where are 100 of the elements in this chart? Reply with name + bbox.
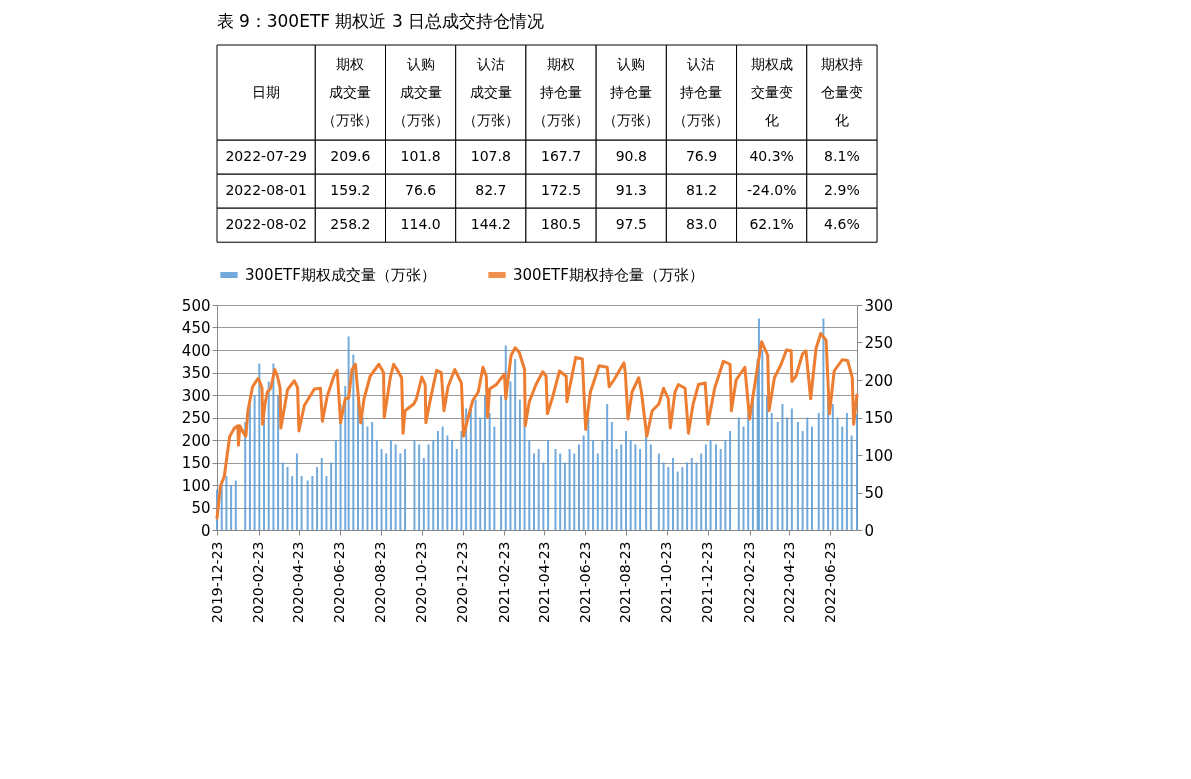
bar — [615, 449, 618, 530]
bar — [344, 386, 347, 530]
bar — [225, 476, 228, 530]
x-tick-label: 2021-02-23 — [495, 541, 512, 623]
text: 180.5 — [541, 216, 582, 233]
bar — [306, 480, 309, 530]
y-tick-label: 500 — [181, 296, 211, 315]
bar — [695, 462, 698, 530]
bar — [330, 462, 333, 530]
text: 209.6 — [330, 148, 371, 165]
bar — [281, 462, 284, 530]
y-tick-label: 0 — [200, 521, 211, 540]
bar — [518, 399, 521, 530]
bar — [320, 458, 323, 530]
legend-label: 300ETF期权成交量（万张） — [245, 266, 436, 284]
bar — [690, 458, 693, 530]
x-tick-label: 2022-02-23 — [741, 541, 758, 623]
y2-tick-label: 150 — [864, 409, 894, 427]
bar — [493, 426, 496, 530]
bar — [547, 440, 550, 530]
x-tick-label: 2020-08-23 — [372, 541, 389, 623]
y-tick-label: 250 — [181, 409, 211, 427]
bar — [649, 444, 652, 530]
bar — [311, 476, 314, 530]
bar — [573, 453, 576, 530]
bar — [375, 440, 378, 530]
text: 97.5 — [615, 216, 647, 233]
bar — [542, 462, 545, 530]
legend-label: 300ETF期权持仓量（万张） — [513, 266, 704, 284]
x-tick-label: 2019-12-23 — [208, 541, 225, 623]
bar — [766, 395, 769, 530]
bar — [714, 444, 717, 530]
text: 90.8 — [615, 148, 647, 165]
text: 8.1% — [824, 148, 860, 165]
text: 4.6% — [824, 216, 860, 233]
x-tick-label: 2020-10-23 — [413, 541, 430, 623]
bar — [460, 431, 463, 530]
bar — [483, 395, 486, 530]
text: 83.0 — [685, 216, 718, 233]
text: -24.0% — [746, 182, 797, 199]
bar — [757, 318, 760, 530]
bar — [700, 453, 703, 530]
text: 159.2 — [330, 182, 371, 199]
category-label: 认购成交量（万张） — [392, 55, 449, 128]
bar — [380, 449, 383, 530]
bar — [554, 449, 557, 530]
text: 2.9% — [824, 182, 860, 199]
bar — [418, 444, 421, 530]
bar — [427, 444, 430, 530]
bar — [850, 435, 853, 530]
bar — [272, 363, 275, 530]
bar — [806, 417, 809, 530]
bar — [291, 476, 294, 530]
text: 167.7 — [541, 148, 582, 165]
category-label: 期权持仓量（万张） — [533, 55, 590, 128]
bar — [389, 440, 392, 530]
bar — [509, 381, 512, 530]
x-tick-label: 2020-06-23 — [331, 541, 348, 623]
text: 62.1% — [749, 216, 794, 233]
bar — [742, 426, 745, 530]
bar — [366, 426, 369, 530]
x-tick-label: 2020-02-23 — [250, 541, 267, 623]
bar — [817, 413, 820, 530]
bar — [601, 440, 604, 530]
bar — [455, 449, 458, 530]
x-tick-label: 2022-06-23 — [821, 541, 838, 623]
x-tick-label: 2020-04-23 — [290, 541, 307, 623]
bar — [295, 453, 298, 530]
bar — [559, 453, 562, 530]
bar — [709, 440, 712, 530]
bar — [770, 413, 773, 530]
y-tick-label: 200 — [181, 431, 211, 450]
bar — [432, 440, 435, 530]
bar — [796, 422, 799, 530]
bar — [230, 485, 233, 530]
y-tick-label: 450 — [181, 319, 211, 337]
text: 258.2 — [330, 216, 371, 233]
x-tick-label: 2021-04-23 — [535, 541, 552, 623]
bar — [592, 440, 595, 530]
text: 表 9：300ETF 期权近 3 日总成交持仓情况 — [216, 10, 545, 31]
bar — [436, 431, 439, 530]
bar — [316, 467, 319, 530]
bar — [399, 453, 402, 530]
text: 81.2 — [685, 182, 718, 199]
bar — [352, 354, 355, 530]
bar — [371, 422, 374, 530]
bar — [667, 467, 670, 530]
bar — [514, 359, 517, 530]
y2-tick-label: 50 — [864, 484, 884, 502]
y-tick-label: 150 — [181, 454, 211, 472]
bar — [724, 440, 727, 530]
bar — [747, 413, 750, 530]
bar — [596, 453, 599, 530]
x-tick-label: 2022-04-23 — [780, 541, 797, 623]
bar — [446, 435, 449, 530]
bar — [781, 404, 784, 530]
text: 172.5 — [541, 182, 582, 199]
bar — [606, 404, 609, 530]
category-label: 2022-08-01 — [225, 182, 307, 199]
bar — [528, 440, 531, 530]
